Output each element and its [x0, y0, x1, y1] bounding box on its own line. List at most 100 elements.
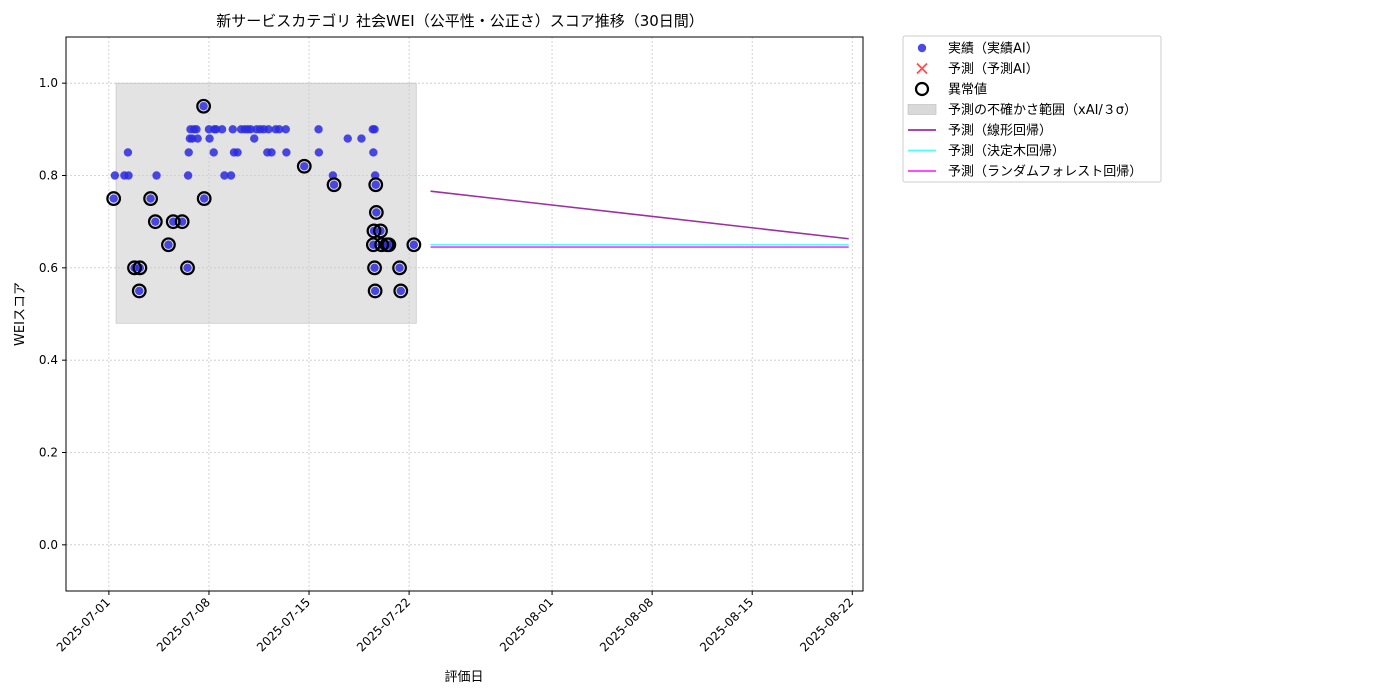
anomaly-marker [147, 214, 163, 230]
data-point [184, 148, 193, 157]
data-point [233, 148, 242, 157]
data-point [370, 286, 380, 296]
data-point [370, 263, 379, 273]
data-point [152, 171, 161, 180]
data-point [275, 125, 284, 134]
y-tick-label: 0.0 [39, 538, 58, 552]
data-point [199, 194, 209, 203]
legend-label: 異常値 [948, 82, 987, 98]
legend-label: 予測（予測AI） [948, 62, 1039, 77]
anomaly-marker [131, 283, 147, 299]
anomaly-marker [367, 283, 383, 299]
anomaly-marker [143, 191, 158, 206]
anomaly-marker [127, 260, 142, 276]
data-point [123, 148, 133, 157]
data-point [217, 125, 227, 134]
data-point [369, 148, 378, 157]
anomaly-marker [196, 191, 212, 206]
legend-label: 予測の不確かさ範囲（xAI/３σ） [948, 102, 1137, 118]
anomaly-marker [374, 237, 390, 253]
legend-label: 予測（決定木回帰） [948, 143, 1065, 159]
data-point [357, 134, 366, 143]
data-point [164, 240, 173, 249]
y-tick-label: 1.0 [39, 76, 58, 90]
uncertainty-band [115, 82, 417, 324]
y-tick-label: 0.2 [39, 446, 58, 460]
legend-frame [902, 35, 1162, 183]
anomaly-marker [381, 237, 397, 253]
y-tick-label: 0.6 [39, 261, 58, 275]
data-point [146, 194, 155, 203]
data-point [396, 286, 405, 296]
anomaly-marker [373, 223, 388, 239]
data-point [314, 148, 324, 157]
data-point [199, 102, 208, 111]
data-point [370, 125, 379, 134]
x-tick-label: 2025-08-15 [697, 595, 756, 654]
x-tick-label: 2025-07-22 [354, 595, 413, 654]
plot-frame [65, 36, 864, 592]
anomaly-marker [174, 214, 190, 230]
x-axis-label: 評価日 [444, 670, 483, 685]
data-point [205, 134, 214, 143]
anomaly-marker [165, 214, 181, 230]
data-point [209, 148, 218, 157]
data-point [183, 171, 193, 180]
data-point [246, 125, 255, 134]
data-point [409, 240, 419, 249]
legend-marker-x [916, 62, 928, 75]
legend-label: 予測（ランダムフォレスト回帰） [948, 164, 1142, 180]
data-point [211, 125, 221, 134]
anomaly-marker [368, 177, 384, 193]
anomaly-marker [366, 223, 382, 239]
forecast-line [430, 190, 849, 240]
anomaly-marker [368, 205, 384, 220]
legend-marker-dot [917, 43, 927, 53]
data-point [151, 217, 160, 226]
x-tick-label: 2025-08-08 [597, 595, 656, 654]
chart-title: 新サービスカテゴリ 社会WEI（公平性・公正さ）スコア推移（30日間） [216, 12, 704, 30]
anomaly-marker [326, 177, 342, 193]
data-point [110, 171, 120, 180]
anomaly-marker [393, 283, 409, 299]
y-tick-label: 0.4 [39, 353, 58, 367]
data-point [135, 286, 144, 296]
anomaly-marker [296, 158, 312, 174]
x-tick-label: 2025-07-08 [154, 595, 213, 654]
y-tick-label: 0.8 [39, 169, 58, 183]
data-point [193, 134, 202, 143]
data-point [281, 125, 291, 134]
y-axis-label: WEIスコア [13, 282, 28, 346]
anomaly-marker [392, 260, 407, 276]
data-point [314, 125, 323, 134]
legend-marker-ring [914, 81, 930, 97]
data-point [109, 194, 118, 203]
data-point [226, 171, 236, 180]
data-point [395, 263, 404, 273]
data-point [228, 125, 237, 134]
data-point [372, 208, 381, 217]
x-tick-label: 2025-08-22 [797, 595, 856, 654]
data-point [300, 162, 309, 171]
data-point [282, 148, 291, 157]
data-point [329, 180, 339, 189]
data-point [250, 134, 259, 143]
data-point [343, 134, 352, 143]
anomaly-marker [365, 237, 381, 253]
data-point [124, 171, 133, 180]
data-point [264, 125, 273, 134]
anomaly-marker [132, 260, 148, 276]
data-point [267, 148, 276, 157]
anomaly-marker [367, 260, 382, 276]
x-tick-label: 2025-07-15 [254, 595, 313, 654]
x-tick-label: 2025-07-01 [54, 595, 113, 654]
data-point [371, 180, 380, 189]
anomaly-marker [196, 98, 211, 114]
legend-marker-box [907, 104, 937, 115]
legend-label: 予測（線形回帰） [948, 123, 1052, 139]
legend-label: 実績（実績AI） [948, 41, 1039, 57]
data-point [192, 125, 201, 134]
anomaly-marker [406, 237, 422, 253]
